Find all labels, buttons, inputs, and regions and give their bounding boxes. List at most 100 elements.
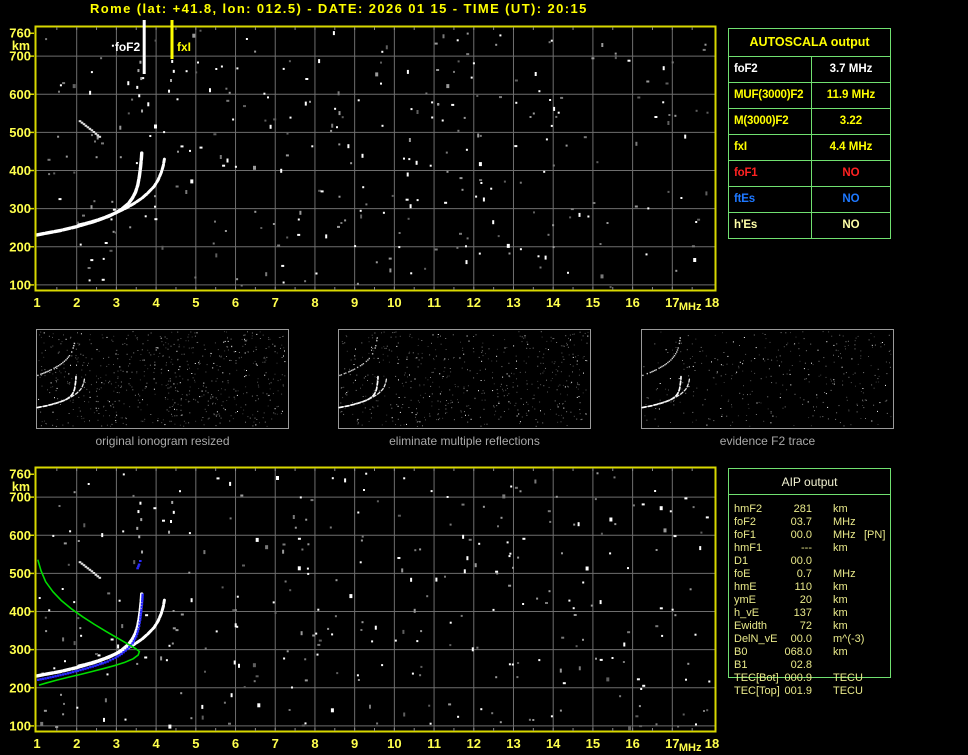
svg-text:760: 760: [9, 26, 31, 41]
aip-unit: km: [833, 620, 848, 632]
aip-table-row: Ewidth 72 km: [728, 620, 891, 633]
aip-parameter: ymE: [734, 594, 756, 606]
aip-note: [PN]: [864, 529, 886, 541]
svg-text:3: 3: [113, 295, 120, 310]
svg-text:14: 14: [546, 736, 561, 751]
aip-parameter: DelN_vE: [734, 633, 778, 645]
aip-parameter: D1: [734, 555, 749, 567]
svg-text:14: 14: [546, 295, 561, 310]
aip-parameter: TEC[Top]: [734, 685, 780, 697]
aip-unit: MHz: [833, 568, 856, 580]
parameter-value: 11.9 MHz: [826, 89, 876, 101]
parameter-value: NO: [842, 193, 860, 205]
parameter-label: h'Es: [729, 213, 812, 238]
svg-text:100: 100: [9, 718, 31, 733]
aip-unit: km: [833, 503, 848, 515]
svg-text:4: 4: [152, 295, 160, 310]
aip-table-row: DelN_vE 00.0 m^(-3): [728, 633, 891, 646]
autoscala-table-row: h'Es NO: [729, 213, 890, 238]
aip-unit: m^(-3): [833, 633, 865, 645]
svg-text:400: 400: [9, 163, 31, 178]
svg-text:9: 9: [351, 736, 358, 751]
svg-text:12: 12: [467, 295, 481, 310]
autoscala-table-row: foF2 3.7 MHz: [729, 57, 890, 83]
svg-text:6: 6: [232, 295, 239, 310]
thumbnail-evidence-f2-trace: [641, 329, 894, 429]
svg-text:5: 5: [192, 295, 199, 310]
svg-text:7: 7: [272, 736, 279, 751]
aip-value: 281: [793, 503, 812, 515]
aip-table-row: foE 0.7 MHz: [728, 568, 891, 581]
svg-text:500: 500: [9, 125, 31, 140]
svg-text:MHz: MHz: [679, 742, 702, 754]
aip-table-row: hmF1 --- km: [728, 542, 891, 555]
station-title: Rome (lat: +41.8, lon: 012.5) - DATE: 20…: [90, 1, 588, 16]
aip-table-row: hmE 110 km: [728, 581, 891, 594]
aip-unit: TECU: [833, 685, 863, 697]
svg-text:500: 500: [9, 566, 31, 581]
aip-value: 00.0: [790, 529, 812, 541]
svg-text:6: 6: [232, 736, 239, 751]
aip-parameter: h_vE: [734, 607, 760, 619]
fof2-marker-label: foF2: [115, 40, 141, 54]
aip-parameter: foE: [734, 568, 751, 580]
parameter-label: MUF(3000)F2: [729, 83, 812, 108]
svg-text:18: 18: [705, 295, 719, 310]
autoscala-table-row: ftEs NO: [729, 187, 890, 213]
aip-output-box: AIP output: [728, 468, 891, 678]
svg-text:13: 13: [506, 736, 520, 751]
aip-parameter: Ewidth: [734, 620, 768, 632]
aip-parameter: B0: [734, 646, 748, 658]
aip-table-row: D1 00.0: [728, 555, 891, 568]
svg-text:17: 17: [665, 736, 679, 751]
aip-unit: km: [833, 542, 848, 554]
aip-value: 02.8: [790, 659, 812, 671]
aip-value: 72: [799, 620, 812, 632]
svg-text:16: 16: [625, 295, 639, 310]
svg-text:8: 8: [311, 295, 318, 310]
aip-unit: km: [833, 594, 848, 606]
aip-table-row: foF1 00.0 MHz [PN]: [728, 529, 891, 542]
svg-text:13: 13: [506, 295, 520, 310]
aip-unit: MHz: [833, 529, 856, 541]
svg-text:3: 3: [113, 736, 120, 751]
svg-text:200: 200: [9, 680, 31, 695]
aip-unit: TECU: [833, 672, 863, 684]
aip-parameter: foF1: [734, 529, 757, 541]
aip-unit: km: [833, 607, 848, 619]
aip-parameter: hmF1: [734, 542, 763, 554]
autoscala-table-rows: foF2 3.7 MHz MUF(3000)F2 11.9 MHz M(3000)F2 3…: [729, 57, 890, 238]
svg-text:2: 2: [73, 295, 80, 310]
aip-value: 03.7: [790, 516, 812, 528]
svg-text:200: 200: [9, 239, 31, 254]
svg-text:400: 400: [9, 604, 31, 619]
aip-table-row: TEC[Top] 001.9 TECU: [728, 685, 891, 698]
aip-table-title: AIP output: [729, 469, 890, 495]
parameter-label: foF2: [729, 57, 812, 82]
thumbnail-caption: original ionogram resized: [95, 434, 230, 448]
aip-value: 0.7: [796, 568, 812, 580]
svg-text:11: 11: [427, 736, 441, 751]
svg-text:km: km: [12, 480, 30, 494]
svg-text:300: 300: [9, 201, 31, 216]
autoscala-table-row: M(3000)F2 3.22: [729, 109, 890, 135]
svg-text:600: 600: [9, 87, 31, 102]
parameter-value: NO: [842, 219, 860, 231]
svg-text:15: 15: [586, 295, 600, 310]
aip-unit: km: [833, 581, 848, 593]
aip-unit: km: [833, 646, 848, 658]
svg-text:12: 12: [467, 736, 481, 751]
svg-text:11: 11: [427, 295, 441, 310]
aip-value: ---: [801, 542, 812, 554]
svg-text:10: 10: [387, 295, 401, 310]
svg-text:MHz: MHz: [679, 301, 702, 313]
aip-table-row: hmF2 281 km: [728, 503, 891, 516]
parameter-value: 3.7 MHz: [829, 63, 873, 75]
aip-value: 110: [794, 581, 812, 593]
aip-parameter: hmE: [734, 581, 757, 593]
autoscala-table-title: AUTOSCALA output: [729, 29, 890, 57]
aip-table-rows: hmF2 281 km foF2 03.7 MHz foF1 00.0 MHz [PN] hmF1 -…: [728, 503, 891, 698]
